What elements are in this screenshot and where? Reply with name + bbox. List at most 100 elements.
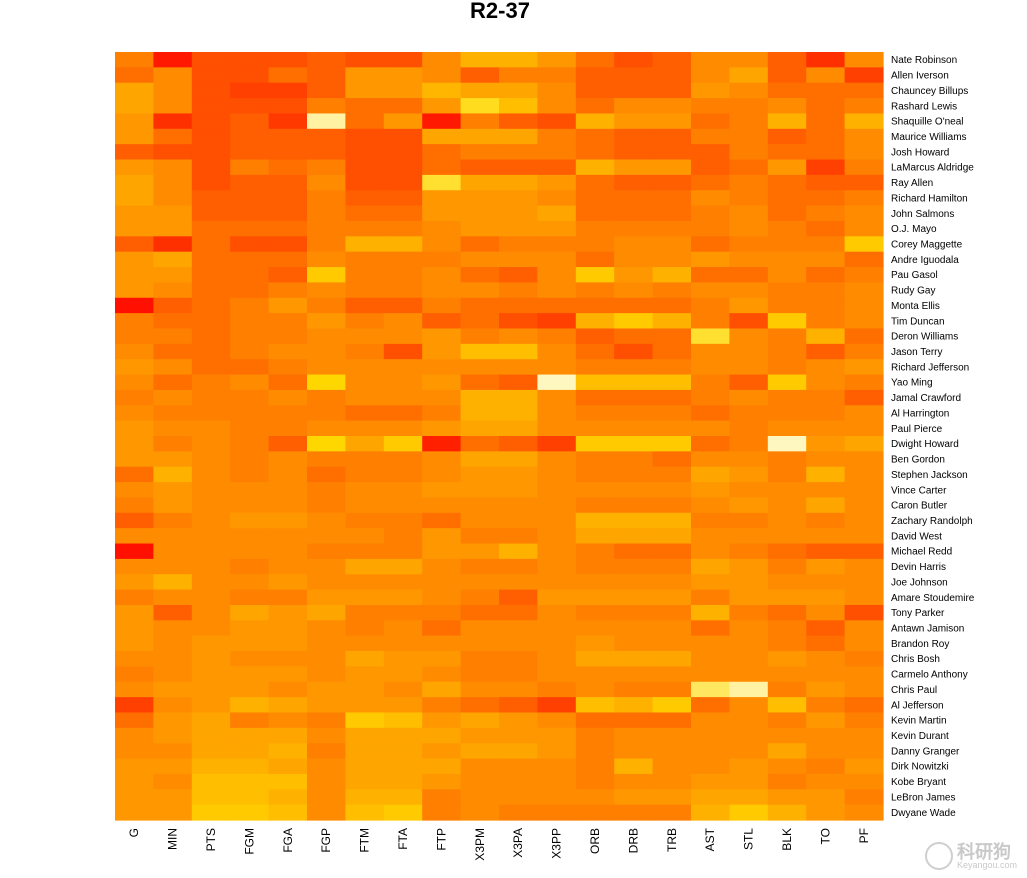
- heatmap-cell: [537, 436, 577, 452]
- heatmap-cell: [460, 313, 500, 330]
- heatmap-cell: [153, 282, 193, 299]
- heatmap-cell: [767, 743, 807, 760]
- heatmap-cell: [499, 497, 538, 514]
- heatmap-cell: [729, 543, 769, 560]
- heatmap-cell: [230, 174, 270, 191]
- heatmap-cell: [230, 773, 270, 790]
- heatmap-cell: [537, 620, 577, 637]
- heatmap-cell: [537, 67, 577, 84]
- heatmap-cell: [345, 620, 385, 637]
- heatmap-cell: [115, 789, 154, 806]
- heatmap-cell: [230, 482, 270, 499]
- row-label: Carmelo Anthony: [891, 670, 968, 681]
- row-label: Jamal Crawford: [891, 393, 961, 404]
- heatmap-cell: [499, 466, 538, 483]
- heatmap-cell: [844, 743, 884, 760]
- heatmap-cell: [499, 82, 538, 99]
- heatmap-cell: [614, 758, 654, 775]
- heatmap-cell: [345, 113, 385, 130]
- heatmap-cell: [767, 220, 807, 237]
- heatmap-cell: [729, 52, 769, 68]
- heatmap-cell: [575, 497, 615, 514]
- heatmap-cell: [422, 743, 462, 760]
- heatmap-cell: [460, 758, 500, 775]
- heatmap-cell: [806, 82, 846, 99]
- heatmap-cell: [307, 113, 346, 130]
- heatmap-cell: [345, 604, 385, 621]
- heatmap-cell: [652, 497, 692, 514]
- row-label: Corey Maggette: [891, 240, 963, 251]
- heatmap-cell: [729, 374, 769, 391]
- heatmap-cell: [652, 113, 692, 130]
- row-label: Amare Stoudemire: [891, 593, 975, 604]
- heatmap-cell: [729, 758, 769, 775]
- heatmap-cell: [307, 743, 346, 760]
- heatmap-cell: [537, 451, 577, 468]
- heatmap-cell: [575, 159, 615, 176]
- heatmap-cell: [729, 620, 769, 637]
- heatmap-cell: [652, 313, 692, 330]
- heatmap-cell: [460, 804, 500, 821]
- heatmap-cell: [383, 82, 423, 99]
- heatmap-cell: [537, 313, 577, 330]
- heatmap-cell: [729, 98, 769, 115]
- heatmap-cell: [537, 466, 577, 483]
- heatmap-cell: [652, 82, 692, 99]
- watermark-url: Keyangou.com: [956, 859, 1017, 870]
- row-label: Deron Williams: [891, 332, 958, 343]
- heatmap-cell: [230, 205, 270, 222]
- heatmap-cell: [230, 451, 270, 468]
- heatmap-cell: [575, 251, 615, 268]
- heatmap-cell: [191, 528, 231, 545]
- row-label: Nate Robinson: [891, 55, 957, 66]
- heatmap-cell: [115, 405, 154, 422]
- heatmap-cell: [729, 436, 769, 452]
- heatmap-cell: [460, 267, 500, 283]
- heatmap-cell: [499, 743, 538, 760]
- heatmap-cell: [345, 144, 385, 161]
- heatmap-cell: [115, 451, 154, 468]
- heatmap-cell: [115, 190, 154, 207]
- heatmap-cell: [191, 220, 231, 237]
- heatmap-cell: [115, 589, 154, 606]
- heatmap-cell: [767, 558, 807, 575]
- heatmap-cell: [537, 251, 577, 268]
- heatmap-cell: [153, 405, 193, 422]
- heatmap-cell: [422, 98, 462, 115]
- heatmap-cell: [499, 697, 538, 714]
- heatmap-cell: [614, 620, 654, 637]
- heatmap-cell: [230, 297, 270, 314]
- heatmap-cell: [691, 98, 730, 115]
- heatmap-cell: [153, 512, 193, 529]
- heatmap-cell: [575, 67, 615, 84]
- row-label: John Salmons: [891, 209, 954, 220]
- heatmap-cell: [575, 666, 615, 683]
- heatmap-cell: [345, 666, 385, 683]
- heatmap-cell: [460, 635, 500, 652]
- heatmap-cell: [537, 144, 577, 161]
- heatmap-cell: [115, 727, 154, 744]
- heatmap-cell: [268, 52, 308, 68]
- heatmap-cell: [153, 651, 193, 667]
- row-labels: Nate Robinson Allen Iverson Chauncey Billu…: [891, 55, 975, 819]
- heatmap-cell: [729, 558, 769, 575]
- heatmap-cell: [729, 405, 769, 422]
- heatmap-cell: [230, 405, 270, 422]
- heatmap-cell: [844, 804, 884, 821]
- heatmap-cell: [844, 313, 884, 330]
- heatmap-cell: [806, 52, 846, 68]
- heatmap-cell: [115, 159, 154, 176]
- heatmap-cell: [614, 374, 654, 391]
- heatmap-cell: [268, 604, 308, 621]
- heatmap-cell: [115, 497, 154, 514]
- heatmap-cell: [307, 681, 346, 698]
- heatmap-cell: [806, 543, 846, 560]
- heatmap-cell: [806, 651, 846, 667]
- heatmap-cell: [767, 128, 807, 145]
- heatmap-cell: [191, 128, 231, 145]
- heatmap-cell: [614, 328, 654, 345]
- heatmap-cell: [383, 758, 423, 775]
- heatmap-cell: [383, 804, 423, 821]
- heatmap-cell: [460, 436, 500, 452]
